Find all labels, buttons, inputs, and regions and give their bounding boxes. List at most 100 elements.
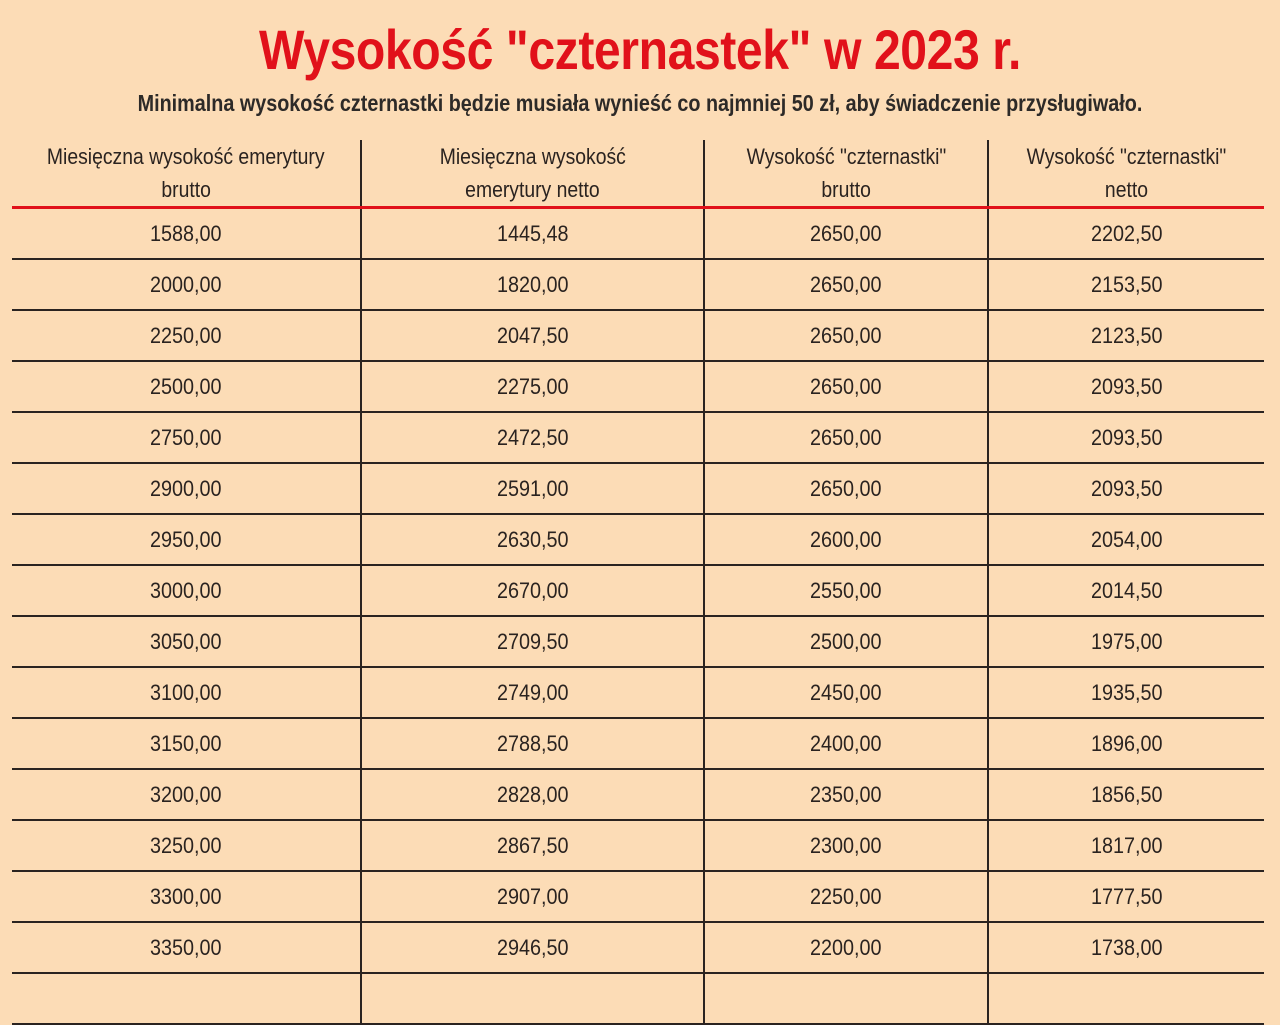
table-cell: 2400,00: [703, 718, 988, 770]
cell-value: 2450,00: [810, 679, 882, 705]
table-cell: 2650,00: [703, 361, 988, 413]
table-cell: 2047,50: [360, 310, 704, 362]
cell-value: 2946,50: [496, 934, 569, 960]
table-row: 3300,00 2907,00 2250,00 1777,50: [12, 871, 1264, 923]
cell-value: 2400,00: [810, 730, 882, 756]
table-cell: 2750,00: [12, 412, 361, 464]
page-title: Wysokość "czternastek" w 2023 r.: [259, 18, 1021, 81]
cell-value: 2500,00: [150, 373, 222, 399]
cell-value: 2200,00: [810, 934, 882, 960]
table-cell: 2250,00: [12, 310, 361, 362]
cell-value: 1935,50: [1090, 679, 1163, 705]
table-row: 2900,00 2591,00 2650,00 2093,50: [12, 463, 1264, 515]
cell-value: 3300,00: [150, 883, 222, 909]
cell-value: 2750,00: [150, 424, 222, 450]
table-cell: 2093,50: [987, 412, 1264, 464]
cell-value: 2788,50: [496, 730, 569, 756]
table-cell: 2907,00: [360, 871, 704, 923]
cell-value: 2600,00: [810, 526, 882, 552]
cell-value: 1588,00: [150, 220, 222, 246]
cell-value: 2250,00: [150, 322, 222, 348]
table-header-row: Miesięczna wysokość emerytury brutto Miesi…: [12, 140, 1264, 209]
cell-value: 2749,00: [496, 679, 569, 705]
table-cell: 2650,00: [703, 310, 988, 362]
table-cell: 2054,00: [987, 514, 1264, 566]
column-header-line: Wysokość "czternastki": [746, 144, 946, 169]
cell-value: 3150,00: [150, 730, 222, 756]
table-cell: 2250,00: [703, 871, 988, 923]
table-cell: 2550,00: [703, 565, 988, 617]
cell-value: 3200,00: [150, 781, 222, 807]
table-row: 3150,00 2788,50 2400,00 1896,00: [12, 718, 1264, 770]
table-cell: [12, 973, 361, 1025]
cell-value: 2650,00: [810, 271, 882, 297]
table-cell: [360, 973, 704, 1025]
cell-value: 2000,00: [150, 271, 222, 297]
column-header-line: brutto: [161, 177, 211, 202]
cell-value: 2014,50: [1090, 577, 1163, 603]
table-cell: 2630,50: [360, 514, 704, 566]
table-cell: 2867,50: [360, 820, 704, 872]
cell-value: 2350,00: [810, 781, 882, 807]
column-header-line: Miesięczna wysokość emerytury: [47, 144, 325, 169]
cell-value: 2828,00: [496, 781, 569, 807]
table-cell: 3300,00: [12, 871, 361, 923]
table-cell: 1975,00: [987, 616, 1264, 668]
cell-value: 2202,50: [1090, 220, 1163, 246]
column-header-line: netto: [1104, 177, 1149, 202]
cell-value: 2300,00: [810, 832, 882, 858]
page-subtitle: Minimalna wysokość czternastki będzie mu…: [137, 90, 1143, 116]
pension-table: Miesięczna wysokość emerytury brutto Miesi…: [12, 140, 1264, 1025]
cell-value: 2709,50: [496, 628, 569, 654]
column-header-line: Miesięczna wysokość: [439, 144, 626, 169]
table-cell: 2950,00: [12, 514, 361, 566]
table-cell: 2749,00: [360, 667, 704, 719]
cell-value: 3350,00: [150, 934, 222, 960]
column-header: Miesięczna wysokość emerytury brutto: [12, 140, 361, 209]
column-header-line: brutto: [821, 177, 871, 202]
cell-value: 3050,00: [150, 628, 222, 654]
column-header: Wysokość "czternastki" brutto: [703, 140, 988, 209]
cell-value: 1445,48: [496, 220, 569, 246]
cell-value: 2650,00: [810, 424, 882, 450]
table-cell: 1856,50: [987, 769, 1264, 821]
table-row: 3050,00 2709,50 2500,00 1975,00: [12, 616, 1264, 668]
table-row: 2250,00 2047,50 2650,00 2123,50: [12, 310, 1264, 362]
table-cell: 2946,50: [360, 922, 704, 974]
table-cell: 3050,00: [12, 616, 361, 668]
table-cell: 3200,00: [12, 769, 361, 821]
cell-value: 1856,50: [1090, 781, 1163, 807]
cell-value: 2907,00: [496, 883, 569, 909]
table-cell: 2350,00: [703, 769, 988, 821]
table-cell: 3000,00: [12, 565, 361, 617]
cell-value: 2153,50: [1090, 271, 1163, 297]
table-cell: 2472,50: [360, 412, 704, 464]
cell-value: 2093,50: [1090, 424, 1163, 450]
table-cell: [703, 973, 988, 1025]
table-cell: 2093,50: [987, 463, 1264, 515]
table-row: 3350,00 2946,50 2200,00 1738,00: [12, 922, 1264, 974]
table-cell: 2450,00: [703, 667, 988, 719]
cell-value: 2054,00: [1090, 526, 1163, 552]
cell-value: 3000,00: [150, 577, 222, 603]
table-cell: 2650,00: [703, 412, 988, 464]
cell-value: 2650,00: [810, 475, 882, 501]
table-cell: 2670,00: [360, 565, 704, 617]
cell-value: 2047,50: [496, 322, 569, 348]
table-cell: 3250,00: [12, 820, 361, 872]
table-row: 3250,00 2867,50 2300,00 1817,00: [12, 820, 1264, 872]
table-row: 3100,00 2749,00 2450,00 1935,50: [12, 667, 1264, 719]
table-cell: 1935,50: [987, 667, 1264, 719]
table-cell: 2650,00: [703, 463, 988, 515]
cell-value: 2093,50: [1090, 475, 1163, 501]
table-cell: 2275,00: [360, 361, 704, 413]
table-cell: 1445,48: [360, 207, 704, 260]
column-header: Miesięczna wysokość emerytury netto: [360, 140, 704, 209]
table-cell: 1817,00: [987, 820, 1264, 872]
cell-value: 2123,50: [1090, 322, 1163, 348]
table-cell: 1738,00: [987, 922, 1264, 974]
cell-value: 2900,00: [150, 475, 222, 501]
table-cell: 2123,50: [987, 310, 1264, 362]
table-row-partial: [12, 973, 1264, 1025]
cell-value: 3100,00: [150, 679, 222, 705]
